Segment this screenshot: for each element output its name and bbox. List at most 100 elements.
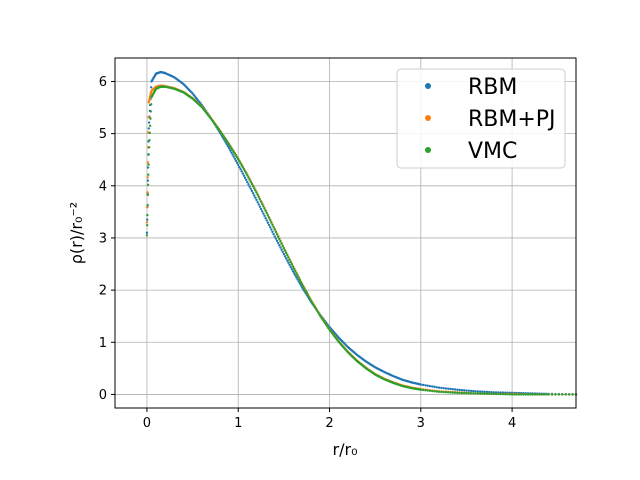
- data-point: [295, 276, 298, 279]
- data-point: [223, 136, 226, 140]
- data-point: [147, 163, 150, 166]
- data-point: [231, 148, 234, 152]
- data-point: [290, 267, 294, 271]
- data-point: [542, 393, 546, 396]
- data-point: [261, 210, 264, 213]
- data-point: [146, 161, 150, 164]
- data-point: [431, 389, 434, 393]
- data-point: [302, 285, 305, 288]
- data-point: [465, 389, 468, 392]
- data-point: [237, 163, 240, 167]
- data-point: [295, 272, 298, 275]
- data-point: [247, 183, 250, 186]
- data-point: [255, 191, 258, 194]
- data-point: [237, 157, 240, 161]
- data-point: [476, 392, 480, 395]
- data-point: [284, 251, 288, 255]
- data-point: [289, 260, 292, 264]
- data-point: [272, 232, 275, 236]
- data-point: [241, 166, 245, 169]
- data-point: [149, 103, 153, 106]
- data-point: [314, 307, 318, 310]
- data-point: [469, 389, 473, 393]
- data-point: [421, 388, 425, 392]
- axis-ticks: 0 1 2 3 4 0 1 2 3 4 5 6: [99, 75, 517, 431]
- data-point: [474, 392, 477, 395]
- data-point: [298, 278, 302, 282]
- data-point: [275, 233, 279, 236]
- data-point: [286, 254, 289, 257]
- data-point: [239, 168, 242, 171]
- data-point: [276, 235, 280, 238]
- data-point: [538, 393, 541, 396]
- data-point: [306, 293, 310, 297]
- data-point: [272, 226, 275, 229]
- legend: RBM RBM+PJ VMC: [396, 68, 566, 169]
- data-point: [235, 161, 239, 165]
- data-point: [146, 203, 149, 207]
- data-point: [287, 261, 290, 264]
- data-point: [426, 389, 429, 392]
- data-series: [145, 70, 578, 396]
- data-point: [262, 212, 265, 215]
- data-point: [232, 150, 235, 154]
- data-point: [485, 390, 489, 394]
- data-point: [483, 390, 486, 394]
- data-point: [224, 138, 227, 141]
- data-point: [233, 157, 237, 160]
- data-point: [299, 280, 303, 284]
- data-point: [146, 183, 150, 187]
- data-point: [257, 203, 260, 206]
- data-point: [218, 129, 222, 133]
- y-tick-label: 3: [99, 231, 107, 246]
- data-point: [147, 116, 150, 119]
- data-point: [303, 287, 306, 290]
- data-point: [444, 391, 448, 394]
- data-point: [145, 221, 149, 224]
- data-point: [508, 393, 512, 396]
- data-point: [478, 390, 482, 393]
- x-axis-label: r/r₀: [333, 440, 358, 459]
- data-point: [283, 255, 287, 258]
- data-point: [267, 223, 271, 227]
- data-point: [147, 173, 150, 176]
- y-tick-label: 5: [99, 127, 107, 142]
- data-point: [291, 265, 295, 268]
- data-point: [520, 393, 523, 396]
- data-point: [547, 393, 550, 396]
- data-point: [145, 231, 149, 234]
- data-point: [458, 391, 461, 395]
- data-point: [234, 159, 238, 162]
- data-point: [146, 193, 150, 197]
- data-point: [238, 160, 241, 163]
- data-point: [488, 392, 491, 395]
- x-tick-label: 4: [508, 416, 516, 431]
- data-point: [316, 311, 320, 314]
- y-axis-label: ρ(r)/r₀⁻²: [67, 202, 86, 264]
- data-point: [481, 392, 484, 395]
- data-point: [440, 390, 443, 394]
- data-point: [240, 164, 243, 167]
- data-point: [145, 218, 149, 221]
- data-point: [283, 249, 287, 252]
- data-point: [564, 393, 567, 396]
- x-tick-label: 3: [417, 416, 425, 431]
- data-point: [419, 388, 423, 391]
- data-point: [294, 274, 297, 277]
- data-point: [258, 205, 262, 208]
- data-point: [433, 390, 436, 393]
- data-point: [428, 384, 432, 388]
- data-point: [288, 263, 291, 267]
- data-point: [462, 389, 466, 392]
- data-point: [449, 391, 452, 394]
- data-point: [435, 390, 438, 393]
- data-point: [460, 388, 464, 392]
- legend-label-rbm: RBM: [468, 75, 517, 100]
- data-point: [522, 393, 525, 396]
- data-point: [567, 393, 571, 396]
- data-point: [245, 172, 248, 175]
- data-point: [513, 393, 516, 396]
- data-point: [251, 184, 255, 188]
- data-point: [222, 134, 225, 138]
- data-point: [261, 202, 264, 206]
